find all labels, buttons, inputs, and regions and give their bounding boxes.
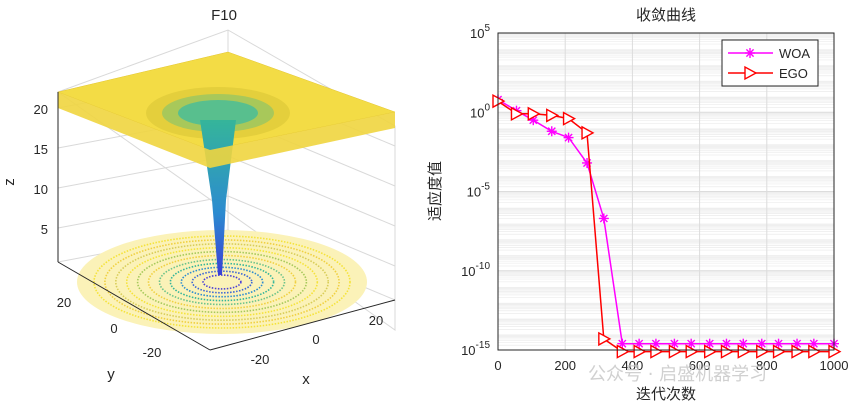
contour-ring bbox=[115, 243, 329, 322]
data-point-woa bbox=[546, 126, 557, 137]
legend-woa-asterisk bbox=[745, 48, 755, 58]
chart-x-axis-label: 迭代次数 bbox=[636, 385, 696, 403]
data-point-ego bbox=[598, 331, 612, 347]
z-tick: 10 bbox=[34, 182, 48, 197]
y-tick-label: 105 bbox=[470, 23, 490, 41]
contour-ring bbox=[147, 254, 297, 310]
data-point-woa bbox=[738, 338, 749, 349]
y-tick-label: 10-5 bbox=[467, 182, 491, 200]
data-point-ego bbox=[668, 344, 682, 359]
y-tick: -20 bbox=[143, 345, 162, 360]
legend: WOA EGO bbox=[721, 39, 819, 87]
data-point-woa bbox=[721, 338, 732, 349]
data-point-ego bbox=[527, 106, 541, 122]
data-point-ego bbox=[808, 344, 822, 359]
data-point-woa bbox=[617, 338, 628, 349]
data-point-ego bbox=[772, 344, 787, 359]
data-point-ego bbox=[562, 111, 577, 126]
data-point-ego bbox=[685, 344, 699, 359]
x-tick-label: 200 bbox=[554, 358, 576, 373]
surface-axes bbox=[57, 92, 396, 351]
data-point-ego bbox=[791, 344, 805, 359]
y-tick-label: 10-15 bbox=[461, 340, 490, 358]
series-layer bbox=[492, 93, 842, 359]
x-axis-label: x bbox=[302, 371, 310, 388]
data-point-woa bbox=[704, 338, 715, 349]
convergence-chart: 105 100 10-5 10-10 10-15 0 200 400 600 800 1000 收… bbox=[426, 6, 848, 403]
chart-y-axis-label: 适应度值 bbox=[426, 161, 444, 221]
contour-ring bbox=[202, 274, 242, 290]
data-point-ego bbox=[633, 344, 647, 359]
y-tick-label: 100 bbox=[470, 102, 490, 120]
x-tick-label: 1000 bbox=[820, 358, 849, 373]
x-tick: 0 bbox=[312, 332, 319, 347]
legend-woa-marker bbox=[745, 48, 755, 58]
z-axis-label: z bbox=[1, 178, 18, 186]
data-point-ego bbox=[720, 344, 734, 359]
surface-front-edge bbox=[58, 92, 395, 168]
data-point-woa bbox=[634, 338, 645, 349]
data-point-woa bbox=[792, 338, 803, 349]
x-tick-label: 400 bbox=[622, 358, 644, 373]
data-point-ego bbox=[703, 344, 718, 359]
data-point-ego bbox=[546, 108, 560, 123]
data-point-woa bbox=[598, 213, 609, 224]
watermark: 公众号 · 启盛机器学习 bbox=[588, 364, 767, 385]
legend-box bbox=[721, 39, 819, 87]
x-tick: -20 bbox=[251, 352, 270, 367]
surface-plot: F10 bbox=[1, 7, 396, 388]
data-point-ego bbox=[510, 106, 524, 122]
surface-title: F10 bbox=[211, 7, 237, 24]
plot-frame bbox=[497, 32, 835, 351]
data-point-woa bbox=[773, 338, 784, 349]
data-point-ego bbox=[616, 344, 630, 359]
contour-ring bbox=[77, 230, 367, 334]
z-tick: 15 bbox=[34, 142, 48, 157]
data-point-woa bbox=[650, 338, 661, 349]
data-point-woa bbox=[582, 157, 593, 168]
chart-title: 收敛曲线 bbox=[636, 6, 696, 24]
data-point-woa bbox=[563, 132, 574, 143]
x-tick-label: 600 bbox=[689, 358, 711, 373]
y-ticks: 105 100 10-5 10-10 10-15 bbox=[461, 23, 490, 358]
x-tick: 20 bbox=[369, 313, 383, 328]
data-point-woa bbox=[669, 338, 680, 349]
data-point-ego bbox=[756, 344, 770, 359]
y-tick: 20 bbox=[57, 295, 71, 310]
legend-ego-marker bbox=[744, 65, 758, 81]
y-tick-label: 10-10 bbox=[461, 261, 490, 279]
y-tick: 0 bbox=[110, 321, 117, 336]
data-point-woa bbox=[756, 338, 767, 349]
x-tick-label: 800 bbox=[756, 358, 778, 373]
z-tick: 5 bbox=[41, 222, 48, 237]
y-axis-label: y bbox=[107, 366, 115, 383]
contour-ring bbox=[191, 270, 253, 294]
data-point-ego bbox=[650, 344, 664, 359]
data-point-woa bbox=[686, 338, 697, 349]
contour-ring bbox=[180, 266, 264, 298]
legend-woa-label: WOA bbox=[779, 46, 810, 61]
data-point-ego bbox=[737, 344, 751, 359]
surface-well-inner bbox=[178, 100, 258, 126]
x-ticks: 0 200 400 600 800 1000 bbox=[494, 358, 848, 373]
data-point-ego bbox=[581, 125, 595, 141]
x-tick-label: 0 bbox=[494, 358, 501, 373]
data-point-woa bbox=[808, 338, 819, 349]
z-tick: 20 bbox=[34, 102, 48, 117]
legend-ego-label: EGO bbox=[779, 66, 808, 81]
legend-ego-triangle bbox=[744, 65, 758, 81]
